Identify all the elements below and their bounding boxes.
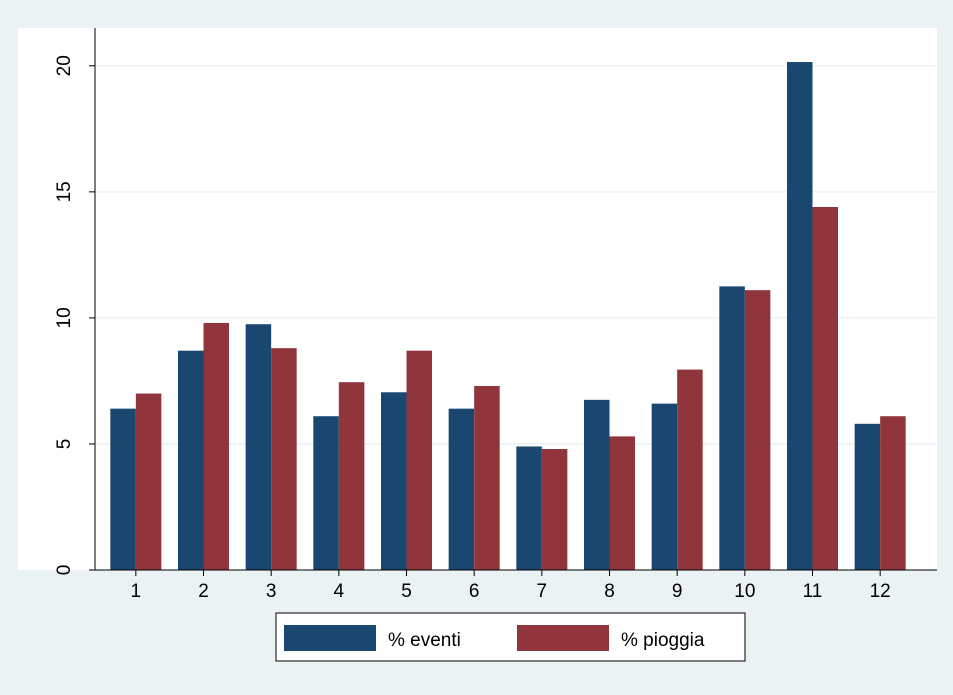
bar-eventi	[380, 392, 407, 570]
y-tick-label: 20	[54, 55, 75, 76]
bar-pioggia	[271, 348, 297, 570]
bar-eventi	[177, 350, 204, 570]
bar-eventi	[313, 416, 339, 570]
bar-pioggia	[338, 382, 365, 570]
bar-pioggia	[812, 206, 839, 570]
x-tick-label: 1	[131, 581, 142, 602]
bar-pioggia	[135, 393, 162, 570]
x-tick-label: 12	[870, 581, 891, 602]
y-axis-ticks: 0 5 10 15 20	[54, 55, 95, 575]
bar-eventi	[786, 62, 813, 570]
bar-eventi	[110, 408, 136, 570]
bar-eventi	[854, 423, 881, 570]
bar-pioggia	[474, 385, 500, 570]
bar-eventi	[583, 399, 610, 570]
x-tick-label: 8	[604, 581, 615, 602]
legend-label-eventi: % eventi	[388, 630, 461, 651]
x-tick-label: 11	[803, 581, 823, 602]
bar-pioggia	[677, 369, 703, 570]
bar-eventi	[516, 446, 542, 570]
bar-eventi	[719, 286, 745, 570]
bar-pioggia	[541, 448, 568, 570]
x-tick-label: 6	[469, 581, 480, 602]
bar-eventi	[245, 324, 272, 570]
axes	[94, 28, 937, 571]
x-tick-label: 4	[334, 581, 345, 602]
bar-pioggia	[406, 350, 433, 570]
bar-pioggia	[744, 290, 771, 570]
y-tick-label: 0	[54, 565, 75, 576]
bar-eventi	[448, 408, 475, 570]
x-tick-label: 5	[401, 581, 412, 602]
legend-swatch-pioggia	[517, 625, 609, 651]
y-tick-label: 5	[54, 439, 75, 450]
bar-pioggia	[203, 322, 230, 570]
legend-swatch-eventi	[284, 625, 376, 651]
x-tick-label: 9	[672, 581, 683, 602]
legend: % eventi % pioggia	[275, 612, 746, 662]
y-tick-label: 15	[54, 181, 75, 202]
legend-label-pioggia: % pioggia	[621, 630, 705, 651]
x-tick-label: 7	[537, 581, 548, 602]
x-tick-label: 3	[266, 581, 277, 602]
bar-pioggia	[880, 416, 906, 570]
bars	[110, 62, 906, 570]
bar-eventi	[651, 403, 678, 570]
x-tick-label: 10	[734, 581, 755, 602]
bar-pioggia	[609, 436, 636, 570]
y-tick-label: 10	[54, 307, 75, 328]
x-tick-label: 2	[198, 581, 209, 602]
x-axis-ticks: 1 2 3 4 5 6 7 8 9 10 11 12	[131, 570, 891, 602]
